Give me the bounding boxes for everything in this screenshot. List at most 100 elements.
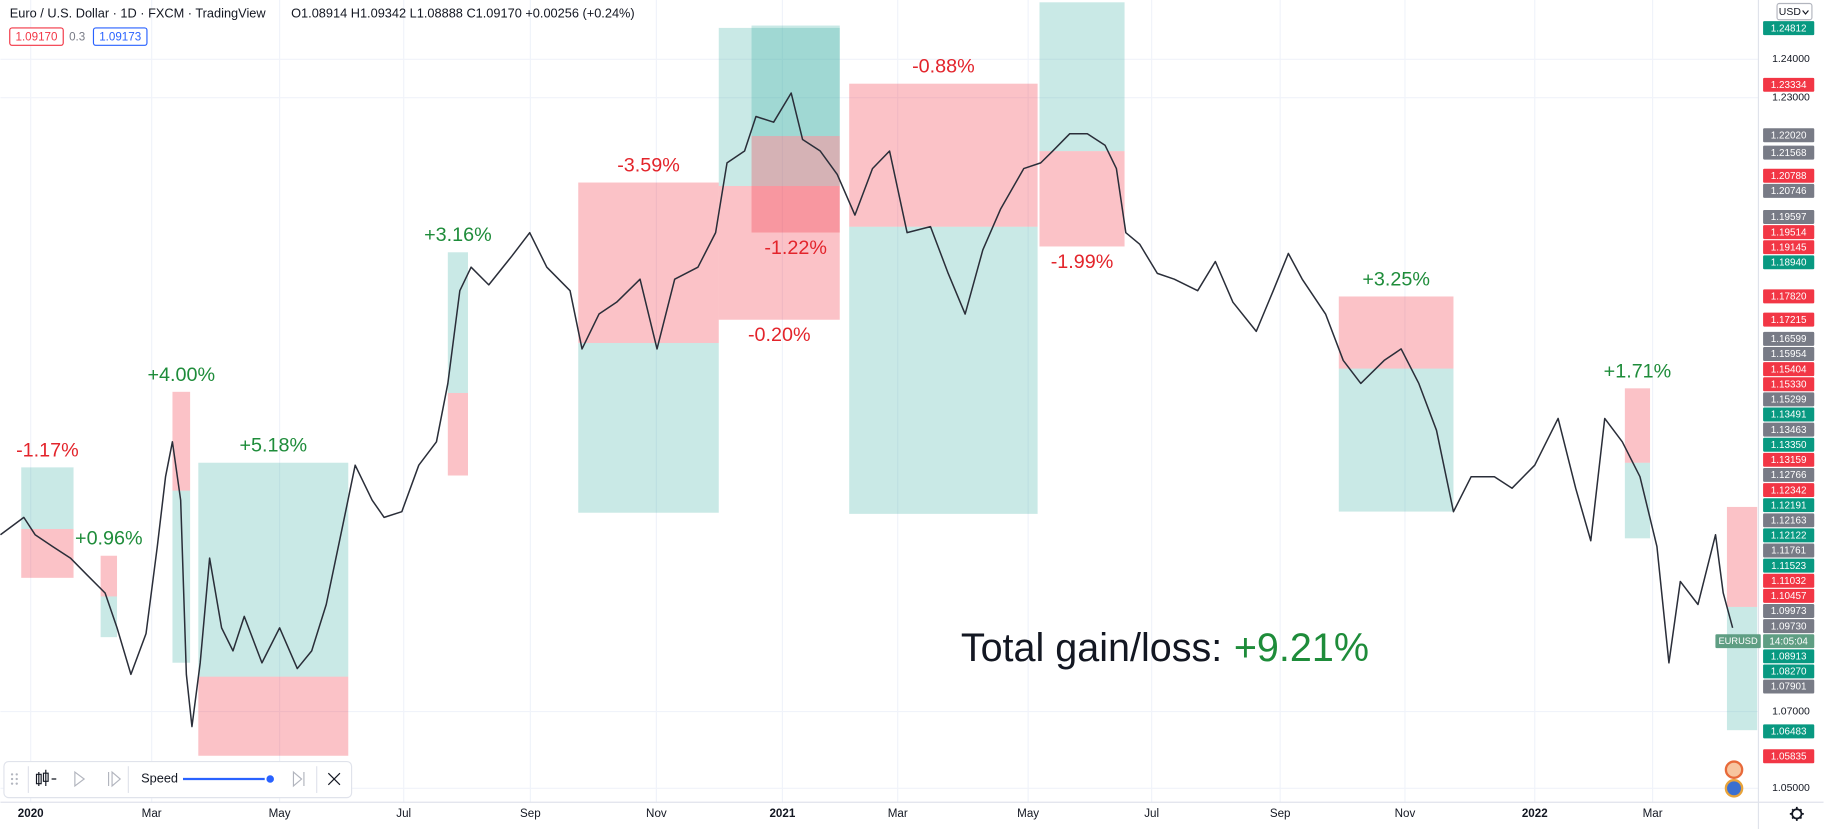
price-tag-label: 1.15404 bbox=[1771, 364, 1807, 375]
price-tag bbox=[1763, 255, 1815, 270]
price-tag-label: 1.17215 bbox=[1771, 315, 1807, 326]
trade-result: -3.59% bbox=[617, 154, 680, 176]
trade-result: +4.00% bbox=[148, 364, 216, 386]
x-tick-label: Sep bbox=[1270, 807, 1291, 820]
price-tag bbox=[1763, 77, 1815, 92]
price-tag bbox=[1763, 543, 1815, 558]
loss-zone bbox=[718, 186, 840, 320]
x-tick-label: 2020 bbox=[18, 807, 44, 820]
jump-button[interactable] bbox=[292, 770, 305, 788]
price-tag bbox=[1763, 21, 1815, 36]
ohlc: O1.08914 H1.09342 L1.08888 C1.09170 +0.0… bbox=[291, 5, 635, 20]
icon[interactable] bbox=[1724, 779, 1744, 798]
price-line bbox=[0, 92, 1734, 728]
price-tag bbox=[1763, 437, 1815, 452]
loss-zone bbox=[1726, 506, 1758, 607]
price-tag-label: 1.20746 bbox=[1771, 186, 1807, 197]
price-tag-label: 1.11761 bbox=[1771, 546, 1806, 557]
trade-result: -1.22% bbox=[764, 237, 827, 259]
grid bbox=[0, 0, 1759, 803]
x-tick-label: Nov bbox=[1395, 807, 1416, 820]
profit-zone bbox=[172, 490, 191, 663]
price-tag bbox=[1763, 749, 1815, 764]
y-tick-label: 1.23000 bbox=[1772, 92, 1810, 103]
icon[interactable] bbox=[1724, 760, 1744, 780]
price-tag bbox=[1763, 289, 1815, 304]
x-tick-label: 2021 bbox=[769, 807, 795, 820]
price-tag bbox=[1763, 377, 1815, 392]
profit-zone bbox=[578, 342, 719, 513]
profit-zone bbox=[447, 252, 468, 393]
price-tag bbox=[1763, 240, 1815, 255]
trade-result: +3.25% bbox=[1362, 268, 1430, 290]
x-tick-label: Mar bbox=[1643, 807, 1663, 820]
price-tag-label: 1.09973 bbox=[1771, 606, 1807, 617]
price-tag bbox=[1763, 679, 1815, 694]
profit-zone bbox=[21, 467, 74, 529]
price-tag-label: 1.16599 bbox=[1771, 334, 1807, 345]
buy-button[interactable] bbox=[92, 27, 148, 46]
loss-zone bbox=[849, 83, 1038, 227]
price-tag bbox=[1763, 619, 1815, 634]
close-button[interactable] bbox=[327, 772, 341, 786]
currency[interactable]: USD bbox=[1779, 7, 1802, 18]
price-tag bbox=[1763, 513, 1815, 528]
profit-zone bbox=[100, 596, 118, 638]
price-tag bbox=[1763, 664, 1815, 679]
price-tag-label: 1.12766 bbox=[1771, 470, 1807, 481]
price-tag bbox=[1763, 225, 1815, 240]
price-tag-label: 1.12163 bbox=[1771, 515, 1807, 526]
price-tag bbox=[1763, 467, 1815, 482]
price-tag bbox=[1763, 483, 1815, 498]
ask[interactable]: 1.09173 bbox=[99, 30, 141, 43]
price-tag bbox=[1763, 312, 1815, 327]
profit-zone bbox=[849, 226, 1038, 514]
y-tick-label: 1.05000 bbox=[1772, 783, 1810, 794]
price-tag-label: 1.06483 bbox=[1771, 727, 1807, 738]
price-tag-label: 1.11523 bbox=[1771, 561, 1806, 572]
price-tag bbox=[1763, 528, 1815, 543]
y-tick-label: 1.24000 bbox=[1772, 54, 1810, 65]
play-button[interactable] bbox=[74, 770, 86, 788]
price-tag-label: 1.17820 bbox=[1771, 292, 1807, 303]
profit-zone bbox=[1039, 2, 1125, 152]
toolbar-bg bbox=[3, 760, 353, 799]
gear-teeth bbox=[1789, 806, 1804, 821]
trade-result: -1.99% bbox=[1051, 251, 1114, 273]
price-tag-label: 1.05835 bbox=[1771, 751, 1807, 762]
x-tick-label: Nov bbox=[646, 807, 667, 820]
trade-result: +1.71% bbox=[1604, 360, 1672, 382]
profit-zone bbox=[198, 462, 349, 677]
symbol-title: Euro / U.S. Dollar · 1D · FXCM · Trading… bbox=[10, 5, 267, 20]
price-tag-label: 1.23334 bbox=[1771, 80, 1807, 91]
price-tag-label: 1.12122 bbox=[1771, 531, 1807, 542]
price-tag-label: 1.12342 bbox=[1771, 485, 1807, 496]
price-tag bbox=[1763, 128, 1815, 143]
price-tag-label: 1.15299 bbox=[1771, 395, 1807, 406]
bid[interactable]: 1.09170 bbox=[16, 30, 58, 43]
price-tag-label: 1.18940 bbox=[1771, 258, 1807, 269]
loss-zone bbox=[198, 676, 349, 756]
current-symbol-tag bbox=[1715, 634, 1761, 649]
loss-zone bbox=[578, 182, 719, 343]
sell-button[interactable] bbox=[9, 27, 64, 46]
loss-zone bbox=[172, 391, 191, 491]
speed-handle[interactable] bbox=[264, 773, 276, 785]
forward-button[interactable] bbox=[107, 770, 122, 788]
price-tag-label: 1.21568 bbox=[1771, 148, 1807, 159]
price-tag bbox=[1763, 392, 1815, 407]
profit-zone bbox=[1338, 368, 1454, 512]
indicator-icons bbox=[1724, 760, 1744, 798]
currency-button[interactable] bbox=[1776, 2, 1813, 21]
price-tag-label: 1.09730 bbox=[1771, 621, 1807, 632]
spread: 0.3 bbox=[69, 30, 85, 43]
loss-zone bbox=[1039, 151, 1125, 247]
price-tag-label: 1.19514 bbox=[1771, 227, 1807, 238]
settings-icon[interactable] bbox=[1789, 806, 1804, 821]
x-tick-label: May bbox=[1017, 807, 1039, 820]
price-tag bbox=[1763, 362, 1815, 377]
select-bar-button[interactable] bbox=[35, 769, 57, 786]
countdown-tag bbox=[1763, 634, 1815, 649]
